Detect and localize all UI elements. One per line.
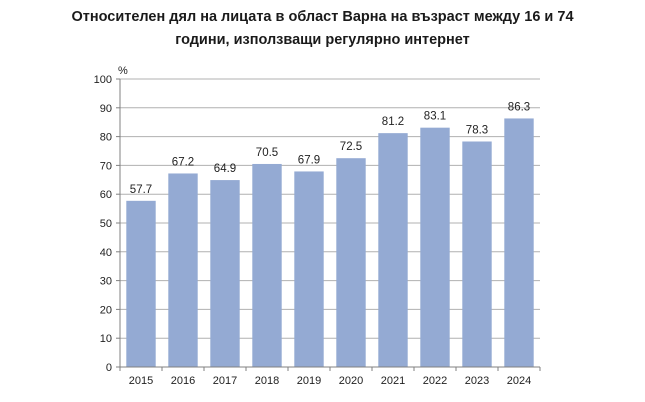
bars <box>126 118 534 368</box>
x-tick-label-2022: 2022 <box>423 375 447 387</box>
bar-2022 <box>420 127 450 367</box>
x-tick-label-2019: 2019 <box>297 375 321 387</box>
data-labels: 57.7 67.2 64.9 70.5 67.9 72.5 81.2 83.1 78.3 86.3 <box>130 101 530 195</box>
y-tick-label: 60 <box>100 189 112 201</box>
data-label-2024: 86.3 <box>508 101 530 113</box>
y-tick-label: 100 <box>94 74 112 86</box>
chart-title-line-1: Относителен дял на лицата в област Варна… <box>71 9 574 25</box>
x-tick-label-2021: 2021 <box>381 375 405 387</box>
bar-2018 <box>252 163 282 367</box>
y-tick-label: 10 <box>100 333 112 345</box>
x-tick-label-2024: 2024 <box>507 375 531 387</box>
y-tick-label: 30 <box>100 276 112 288</box>
y-tick-label: 50 <box>100 218 112 230</box>
x-tick-label-2016: 2016 <box>171 375 195 387</box>
x-tick-label-2018: 2018 <box>255 375 279 387</box>
y-tick-label: 90 <box>100 103 112 115</box>
data-label-2020: 72.5 <box>340 141 362 153</box>
x-axis-ticks: 2015 2016 2017 2018 2019 2020 2021 2022 2023 2024 <box>119 367 541 387</box>
y-tick-label: 80 <box>100 132 112 144</box>
y-tick-label: 20 <box>100 304 112 316</box>
chart-title: Относителен дял на лицата в област Варна… <box>0 6 645 52</box>
data-label-2021: 81.2 <box>382 116 404 128</box>
bar-2023 <box>462 141 492 367</box>
bar-2020 <box>336 158 366 367</box>
data-label-2016: 67.2 <box>172 156 194 168</box>
x-tick-label-2015: 2015 <box>129 375 153 387</box>
data-label-2017: 64.9 <box>214 163 236 175</box>
bar-2015 <box>126 200 156 367</box>
y-tick-label: 40 <box>100 247 112 259</box>
bar-2021 <box>378 133 408 367</box>
bar-2024 <box>504 118 534 368</box>
x-tick-label-2023: 2023 <box>465 375 489 387</box>
bar-2019 <box>294 171 324 367</box>
data-label-2018: 70.5 <box>256 147 278 159</box>
data-label-2023: 78.3 <box>466 124 488 136</box>
y-axis-ticks: 0 10 20 30 40 50 60 70 80 90 100 <box>94 74 120 374</box>
data-label-2019: 67.9 <box>298 154 320 166</box>
x-tick-label-2020: 2020 <box>339 375 363 387</box>
y-unit-label: % <box>118 65 128 77</box>
bar-2017 <box>210 180 240 367</box>
x-tick-label-2017: 2017 <box>213 375 237 387</box>
data-label-2022: 83.1 <box>424 111 446 123</box>
data-label-2015: 57.7 <box>130 184 152 196</box>
y-tick-label: 0 <box>106 362 112 374</box>
y-tick-label: 70 <box>100 160 112 172</box>
chart-title-line-2: години, използващи регулярно интернет <box>175 32 470 48</box>
bar-2016 <box>168 173 198 367</box>
